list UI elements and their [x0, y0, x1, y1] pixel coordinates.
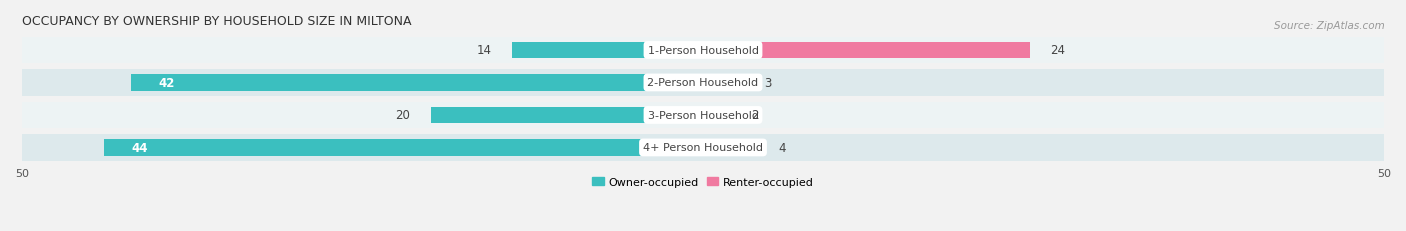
Bar — [22, 70, 1384, 96]
Bar — [703, 107, 730, 124]
Bar — [430, 107, 703, 124]
Bar — [22, 102, 1384, 129]
Bar — [703, 75, 744, 91]
Text: 42: 42 — [159, 77, 174, 90]
Text: 2: 2 — [751, 109, 758, 122]
Text: 20: 20 — [395, 109, 411, 122]
Bar — [703, 140, 758, 156]
Text: 2-Person Household: 2-Person Household — [647, 78, 759, 88]
Bar — [512, 43, 703, 59]
Text: OCCUPANCY BY OWNERSHIP BY HOUSEHOLD SIZE IN MILTONA: OCCUPANCY BY OWNERSHIP BY HOUSEHOLD SIZE… — [22, 15, 412, 28]
Bar — [22, 134, 1384, 161]
Text: 3: 3 — [765, 77, 772, 90]
Text: 3-Person Household: 3-Person Household — [648, 110, 758, 120]
Bar — [104, 140, 703, 156]
Text: 4: 4 — [778, 141, 786, 154]
Text: 44: 44 — [131, 141, 148, 154]
Bar — [703, 43, 1029, 59]
Text: 14: 14 — [477, 44, 492, 57]
Text: 1-Person Household: 1-Person Household — [648, 46, 758, 56]
Text: 24: 24 — [1050, 44, 1066, 57]
Bar — [22, 37, 1384, 64]
Text: Source: ZipAtlas.com: Source: ZipAtlas.com — [1274, 21, 1385, 31]
Text: 4+ Person Household: 4+ Person Household — [643, 143, 763, 153]
Legend: Owner-occupied, Renter-occupied: Owner-occupied, Renter-occupied — [592, 177, 814, 187]
Bar — [131, 75, 703, 91]
